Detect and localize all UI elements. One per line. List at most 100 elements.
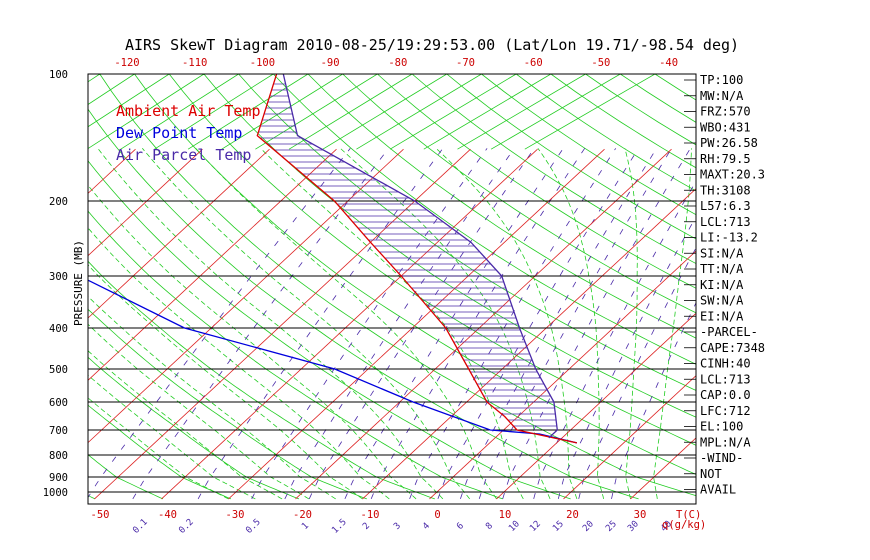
bottom-temp-label: 20 <box>566 509 579 521</box>
pressure-label: 200 <box>49 196 68 208</box>
dry-adiabats <box>88 74 696 500</box>
bottom-temp-label: -30 <box>226 509 245 521</box>
stability-index: EL:100 <box>700 420 743 434</box>
bottom-temp-label: -50 <box>91 509 110 521</box>
dry-adiabat <box>88 108 639 500</box>
dry-adiabat <box>187 74 696 339</box>
stability-index: LCL:713 <box>700 215 751 229</box>
bottom-temp-label: 30 <box>634 509 647 521</box>
mixing-ratio-label: 8 <box>484 521 495 532</box>
stability-index: KI:N/A <box>700 278 744 292</box>
stability-index: SI:N/A <box>700 246 744 260</box>
dry-adiabat <box>288 74 696 265</box>
stability-index: TP:100 <box>700 73 743 87</box>
mixing-ratio-label: 2 <box>361 521 372 532</box>
top-temp-label: -40 <box>659 57 678 69</box>
pressure-label: 300 <box>49 271 68 283</box>
stability-index: -WIND- <box>700 451 743 465</box>
top-temp-label: -50 <box>591 57 610 69</box>
top-temp-label: -60 <box>524 57 543 69</box>
mixing-ratio-label: 0.2 <box>177 517 196 536</box>
mixing-ratio-label: 4 <box>421 521 432 532</box>
stability-index: LI:-13.2 <box>700 231 758 245</box>
mixing-ratio-label: 10 <box>507 519 522 534</box>
stability-index: RH:79.5 <box>700 152 751 166</box>
dry-adiabat <box>88 210 503 500</box>
top-temp-label: -100 <box>250 57 275 69</box>
stability-index: NOT <box>700 467 722 481</box>
stability-index: MAXT:20.3 <box>700 168 765 182</box>
top-temperature-labels: -120 -110 -100 -90 -80 -70 -60 -50 -40 <box>114 57 678 69</box>
mixing-ratio-label: 12 <box>528 519 543 534</box>
stability-index: CINH:40 <box>700 357 751 371</box>
isotherm-line <box>94 148 471 500</box>
mixing-ratio-label: 0.1 <box>131 517 150 536</box>
stability-index: PW:26.58 <box>700 136 758 150</box>
mixing-ratio-label: 1 <box>300 521 311 532</box>
stability-index: L57:6.3 <box>700 199 751 213</box>
dry-adiabat <box>88 260 435 500</box>
dry-adiabat <box>88 74 696 497</box>
dry-adiabat <box>88 74 696 446</box>
top-temp-label: -70 <box>456 57 475 69</box>
bottom-temp-label: -20 <box>293 509 312 521</box>
mixing-ratio-label: 15 <box>551 519 566 534</box>
mixing-ratio-label: 25 <box>604 519 619 534</box>
bottom-temp-label: 0 <box>434 509 440 521</box>
dry-adiabat <box>88 74 696 418</box>
temperature-unit: T(C) <box>676 509 701 521</box>
dry-adiabat <box>524 74 696 150</box>
dry-adiabat <box>154 74 696 365</box>
stability-index: CAP:0.0 <box>700 388 751 402</box>
mixing-ratio-label: 30 <box>626 519 641 534</box>
dry-adiabat <box>88 74 696 475</box>
stability-index: MPL:N/A <box>700 435 751 449</box>
stability-index: TH:3108 <box>700 183 751 197</box>
pressure-labels: 100 200 300 400 500 600 700 800 900 1000 <box>43 69 68 499</box>
mixing-unit: q(g/kg) <box>662 519 706 531</box>
isotherm-line <box>362 188 696 500</box>
isotherm-line <box>88 148 270 319</box>
dry-adiabat <box>88 454 164 500</box>
top-temp-label: -110 <box>182 57 207 69</box>
dry-adiabat <box>221 74 696 314</box>
cape-hatching <box>258 83 557 427</box>
top-temp-label: -90 <box>321 57 340 69</box>
legend-ambient: Ambient Air Temp <box>116 102 261 120</box>
pressure-label: 100 <box>49 69 68 81</box>
isotherm-line <box>228 148 605 500</box>
stability-index: MW:N/A <box>700 89 744 103</box>
bottom-temp-label: -10 <box>361 509 380 521</box>
legend: Ambient Air Temp Dew Point Temp Air Parc… <box>116 102 261 164</box>
legend-parcel: Air Parcel Temp <box>116 146 251 164</box>
bottom-temperature-labels: -50 -40 -30 -20 -10 0 10 20 30 <box>91 509 647 521</box>
stability-index: WBO:431 <box>700 120 751 134</box>
parcel-temp-line <box>282 74 558 439</box>
plot-frame <box>87 73 697 505</box>
dry-adiabat <box>389 74 696 192</box>
isotherm-line <box>429 250 696 500</box>
isotherm-line <box>563 375 696 500</box>
isotherm-line <box>88 148 203 257</box>
mixing-ratio-labels: 0.1 0.2 0.5 1 1.5 2 3 4 6 8 10 12 15 20 25 30 40 <box>131 517 674 536</box>
stability-index: LCL:713 <box>700 372 751 386</box>
stability-index: CAPE:7348 <box>700 341 765 355</box>
profiles <box>88 74 578 444</box>
legend-dewpoint: Dew Point Temp <box>116 124 242 142</box>
ambient-temp-line <box>256 74 578 444</box>
dry-adiabat <box>88 160 571 500</box>
stability-index: -PARCEL- <box>700 325 758 339</box>
stability-index: LFC:712 <box>700 404 751 418</box>
isotherm-line <box>765 149 870 499</box>
stability-index: SW:N/A <box>700 294 744 308</box>
pressure-label: 900 <box>49 472 68 484</box>
mixing-ratio-label: 20 <box>581 519 596 534</box>
mixing-ratio-label: 6 <box>455 521 466 532</box>
bottom-temp-label: 10 <box>499 509 512 521</box>
dry-adiabat <box>120 74 696 391</box>
pressure-label: 700 <box>49 425 68 437</box>
isotherm-line <box>88 148 337 381</box>
mixing-ratio-label: 3 <box>392 521 403 532</box>
stability-index: AVAIL <box>700 483 736 497</box>
